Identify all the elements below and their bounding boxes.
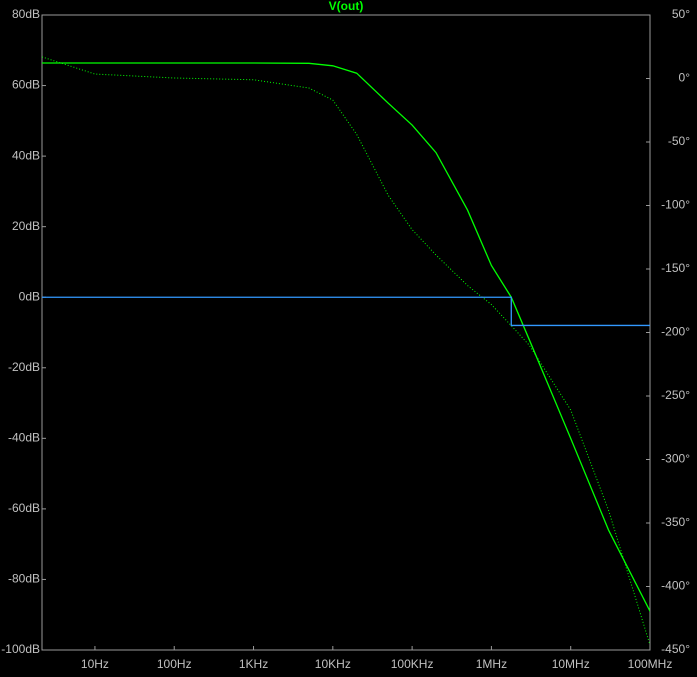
y-tick-label: -20dB [8, 360, 40, 374]
y-tick-label: -60dB [8, 501, 40, 515]
x-tick-label: 10Hz [81, 657, 109, 671]
y2-tick-label: -150° [661, 261, 690, 275]
x-tick-label: 10KHz [315, 657, 351, 671]
y2-tick-label: -400° [661, 579, 690, 593]
x-tick-label: 100Hz [157, 657, 192, 671]
x-tick-label: 100MHz [628, 657, 673, 671]
series-line [42, 296, 650, 327]
y2-tick-label: -250° [661, 388, 690, 402]
y2-tick-label: 0° [679, 71, 691, 85]
y-tick-label: 0dB [19, 289, 40, 303]
y-tick-label: 40dB [12, 148, 40, 162]
y-tick-label: 20dB [12, 219, 40, 233]
y2-tick-label: 50° [672, 7, 690, 21]
y-tick-label: -80dB [8, 572, 40, 586]
y2-tick-label: -200° [661, 325, 690, 339]
y2-tick-label: -300° [661, 452, 690, 466]
y2-tick-label: -100° [661, 198, 690, 212]
series-line [42, 62, 650, 612]
x-tick-label: 100KHz [391, 657, 434, 671]
y-tick-label: -100dB [1, 642, 40, 656]
x-tick-label: 1KHz [239, 657, 268, 671]
y-tick-label: -40dB [8, 431, 40, 445]
y-tick-label: 80dB [12, 7, 40, 21]
x-tick-label: 1MHz [476, 657, 507, 671]
y2-tick-label: -50° [668, 134, 690, 148]
x-tick-label: 10MHz [552, 657, 590, 671]
chart-title: V(out) [329, 0, 364, 13]
y2-tick-label: -450° [661, 642, 690, 656]
y-tick-label: 60dB [12, 78, 40, 92]
y2-tick-label: -350° [661, 515, 690, 529]
series-line [42, 56, 650, 646]
